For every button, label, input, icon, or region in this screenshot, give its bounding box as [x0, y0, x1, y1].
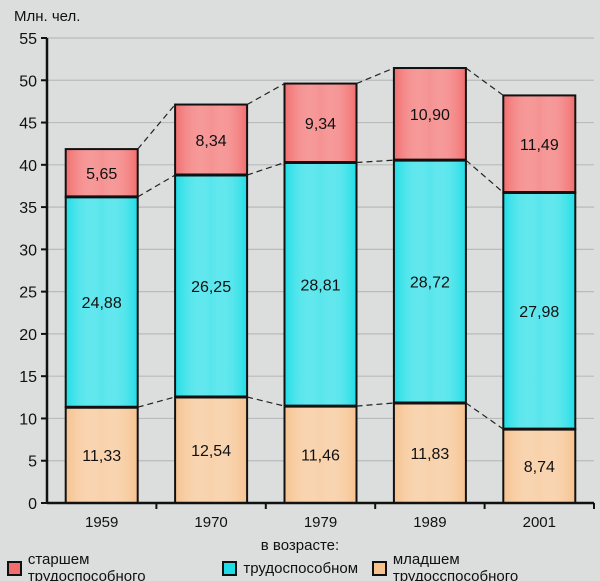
x-tick-label: 1970	[194, 514, 227, 531]
legend-label: младшем трудосспособного	[392, 551, 519, 581]
legend-title: в возрасте:	[260, 537, 340, 554]
data-label: 12,54	[191, 443, 231, 460]
legend-swatch	[7, 560, 22, 576]
bar-segment-outline	[174, 103, 249, 177]
legend-item: трудоспособном	[222, 560, 358, 577]
y-tick-label: 10	[19, 411, 37, 428]
y-axis-label: Млн. чел.	[14, 8, 81, 25]
legend-swatch	[222, 560, 238, 576]
data-label: 11,49	[520, 137, 559, 154]
y-tick-label: 15	[19, 369, 37, 386]
x-tick-label: 1979	[304, 514, 337, 531]
bar-segment-outline	[392, 401, 467, 504]
data-label: 9,34	[305, 116, 336, 133]
legend-item: старшем трудоспособного	[7, 551, 208, 581]
data-label: 27,98	[519, 304, 559, 321]
y-tick-label: 0	[28, 496, 37, 513]
bar-segment-outline	[283, 405, 358, 504]
y-tick-label: 25	[19, 285, 37, 302]
x-tick-label: 1989	[413, 514, 446, 531]
connector-line	[137, 104, 176, 150]
connector-line	[465, 67, 504, 96]
connector-line	[137, 396, 176, 408]
x-tick-label: 2001	[523, 514, 556, 531]
bar-segment-outline	[392, 67, 467, 162]
y-tick-label: 30	[19, 242, 37, 259]
legend-item: младшем трудосспособного	[372, 551, 586, 581]
connector-line	[246, 83, 285, 106]
y-tick-label: 40	[19, 158, 37, 175]
bar-segment-outline	[502, 428, 577, 504]
data-label: 28,81	[300, 277, 340, 294]
legend-label: старшем трудоспособного	[27, 551, 146, 581]
data-label: 26,25	[191, 279, 231, 296]
y-tick-label: 35	[19, 200, 37, 217]
data-label: 8,74	[524, 459, 555, 476]
legend-swatch	[372, 560, 387, 576]
bar-segment-outline	[283, 82, 358, 164]
data-label: 11,46	[301, 448, 340, 465]
bar-segment-outline	[502, 191, 577, 431]
y-tick-label: 20	[19, 327, 37, 344]
y-tick-label: 5	[28, 454, 37, 471]
bar-segment-outline	[283, 161, 358, 408]
data-label: 28,72	[410, 275, 450, 292]
connector-line	[465, 159, 504, 194]
data-label: 10,90	[410, 107, 450, 124]
legend: старшем трудоспособного трудоспособном мла…	[7, 551, 600, 581]
bar-segment-outline	[174, 395, 249, 505]
legend-label: трудоспособном	[243, 559, 359, 577]
connector-line	[356, 159, 394, 164]
y-tick-label: 50	[19, 73, 37, 90]
bar-segment-outline	[64, 406, 139, 504]
connector-line	[356, 67, 395, 85]
data-label: 5,65	[86, 166, 117, 183]
data-label: 11,83	[410, 446, 449, 463]
connector-line	[246, 396, 285, 407]
data-label: 24,88	[82, 295, 122, 312]
bar-segment-outline	[174, 174, 249, 398]
data-label: 11,33	[82, 448, 121, 465]
y-tick-label: 45	[19, 116, 37, 133]
x-tick-label: 1959	[85, 514, 118, 531]
connector-line	[465, 402, 504, 430]
data-label: 8,34	[196, 133, 227, 150]
connector-line	[356, 402, 394, 407]
y-tick-label: 55	[19, 31, 37, 48]
connector-line	[137, 174, 176, 198]
connector-line	[246, 161, 285, 176]
